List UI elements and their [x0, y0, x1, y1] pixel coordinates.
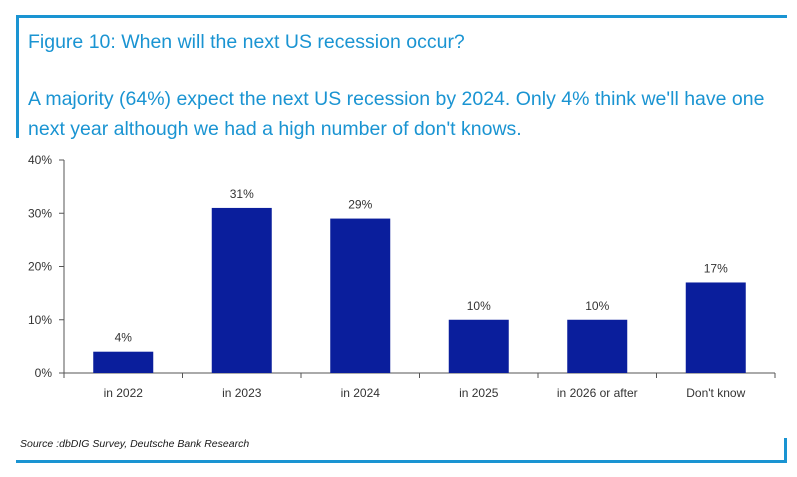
y-tick-label: 40% [28, 153, 52, 167]
bar [448, 319, 509, 373]
x-tick-label: in 2026 or after [557, 386, 638, 400]
bar [685, 282, 746, 373]
bar [211, 207, 272, 373]
data-label: 4% [115, 331, 133, 345]
top-border [16, 15, 787, 18]
y-tick-label: 0% [35, 366, 53, 380]
y-tick-label: 10% [28, 313, 52, 327]
data-label: 31% [230, 187, 254, 201]
bar [93, 351, 154, 373]
y-tick-label: 30% [28, 206, 52, 220]
bar [567, 319, 628, 373]
x-tick-label: Don't know [686, 386, 745, 400]
source-note: Source :dbDIG Survey, Deutsche Bank Rese… [20, 438, 250, 450]
x-tick-label: in 2024 [341, 386, 381, 400]
figure-title: Figure 10: When will the next US recessi… [28, 31, 465, 53]
figure-subtitle: A majority (64%) expect the next US rece… [28, 88, 765, 140]
right-border [784, 438, 787, 463]
x-tick-label: in 2025 [459, 386, 499, 400]
data-label: 17% [704, 261, 728, 275]
data-label: 10% [585, 299, 609, 313]
y-tick-label: 20% [28, 260, 52, 274]
bar [330, 218, 391, 373]
left-border [16, 15, 19, 138]
x-tick-label: in 2022 [104, 386, 144, 400]
bottom-border [16, 460, 787, 463]
x-tick-label: in 2023 [222, 386, 262, 400]
data-label: 29% [348, 198, 372, 212]
data-label: 10% [467, 299, 491, 313]
bar-chart: 0% 10% 20% 30% 40% 4% in 2022 31% in 2023 29% in 2… [28, 153, 776, 400]
